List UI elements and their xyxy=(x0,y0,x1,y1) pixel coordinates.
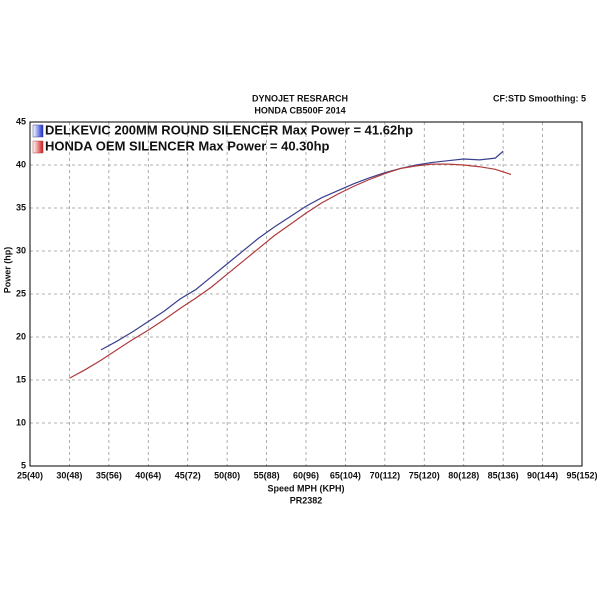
y-tick-label: 25 xyxy=(16,288,26,298)
y-tick-label: 15 xyxy=(16,374,26,384)
x-tick-label: 60(96) xyxy=(293,470,319,480)
x-tick-label: 75(120) xyxy=(409,470,440,480)
y-axis-label: Power (hp) xyxy=(2,247,12,294)
y-tick-label: 40 xyxy=(16,159,26,169)
y-tick-label: 45 xyxy=(16,116,26,126)
y-tick-label: 35 xyxy=(16,202,26,212)
x-tick-label: 30(48) xyxy=(56,470,82,480)
x-tick-label: 35(56) xyxy=(96,470,122,480)
x-tick-label: 40(64) xyxy=(135,470,161,480)
x-tick-label: 90(144) xyxy=(527,470,558,480)
y-tick-label: 5 xyxy=(21,460,26,470)
chart-subtitle: HONDA CB500F 2014 xyxy=(254,105,345,115)
x-tick-label: 65(104) xyxy=(330,470,361,480)
x-tick-label: 45(72) xyxy=(175,470,201,480)
y-tick-label: 10 xyxy=(16,417,26,427)
annotation: CF:STD Smoothing: 5 xyxy=(493,93,586,103)
x-tick-label: 70(112) xyxy=(370,470,401,480)
y-tick-label: 20 xyxy=(16,331,26,341)
x-tick-label: 85(136) xyxy=(488,470,519,480)
x-tick-label: 55(88) xyxy=(254,470,280,480)
legend-label: DELKEVIC 200MM ROUND SILENCER Max Power … xyxy=(45,122,413,137)
legend-swatch xyxy=(32,140,44,154)
x-tick-label: 50(80) xyxy=(214,470,240,480)
x-tick-label: 80(128) xyxy=(448,470,479,480)
plot-frame xyxy=(29,121,583,467)
footer: PR2382 xyxy=(290,495,323,505)
chart-title: DYNOJET RESRARCH xyxy=(252,93,348,103)
x-tick-label: 25(40) xyxy=(17,470,43,480)
series-line xyxy=(100,150,504,351)
y-tick-label: 30 xyxy=(16,245,26,255)
x-axis-label: Speed MPH (KPH) xyxy=(267,483,344,493)
series-line xyxy=(69,163,512,379)
legend-label: HONDA OEM SILENCER Max Power = 40.30hp xyxy=(45,138,330,153)
legend-swatch xyxy=(32,124,44,138)
x-tick-label: 95(152) xyxy=(566,470,597,480)
